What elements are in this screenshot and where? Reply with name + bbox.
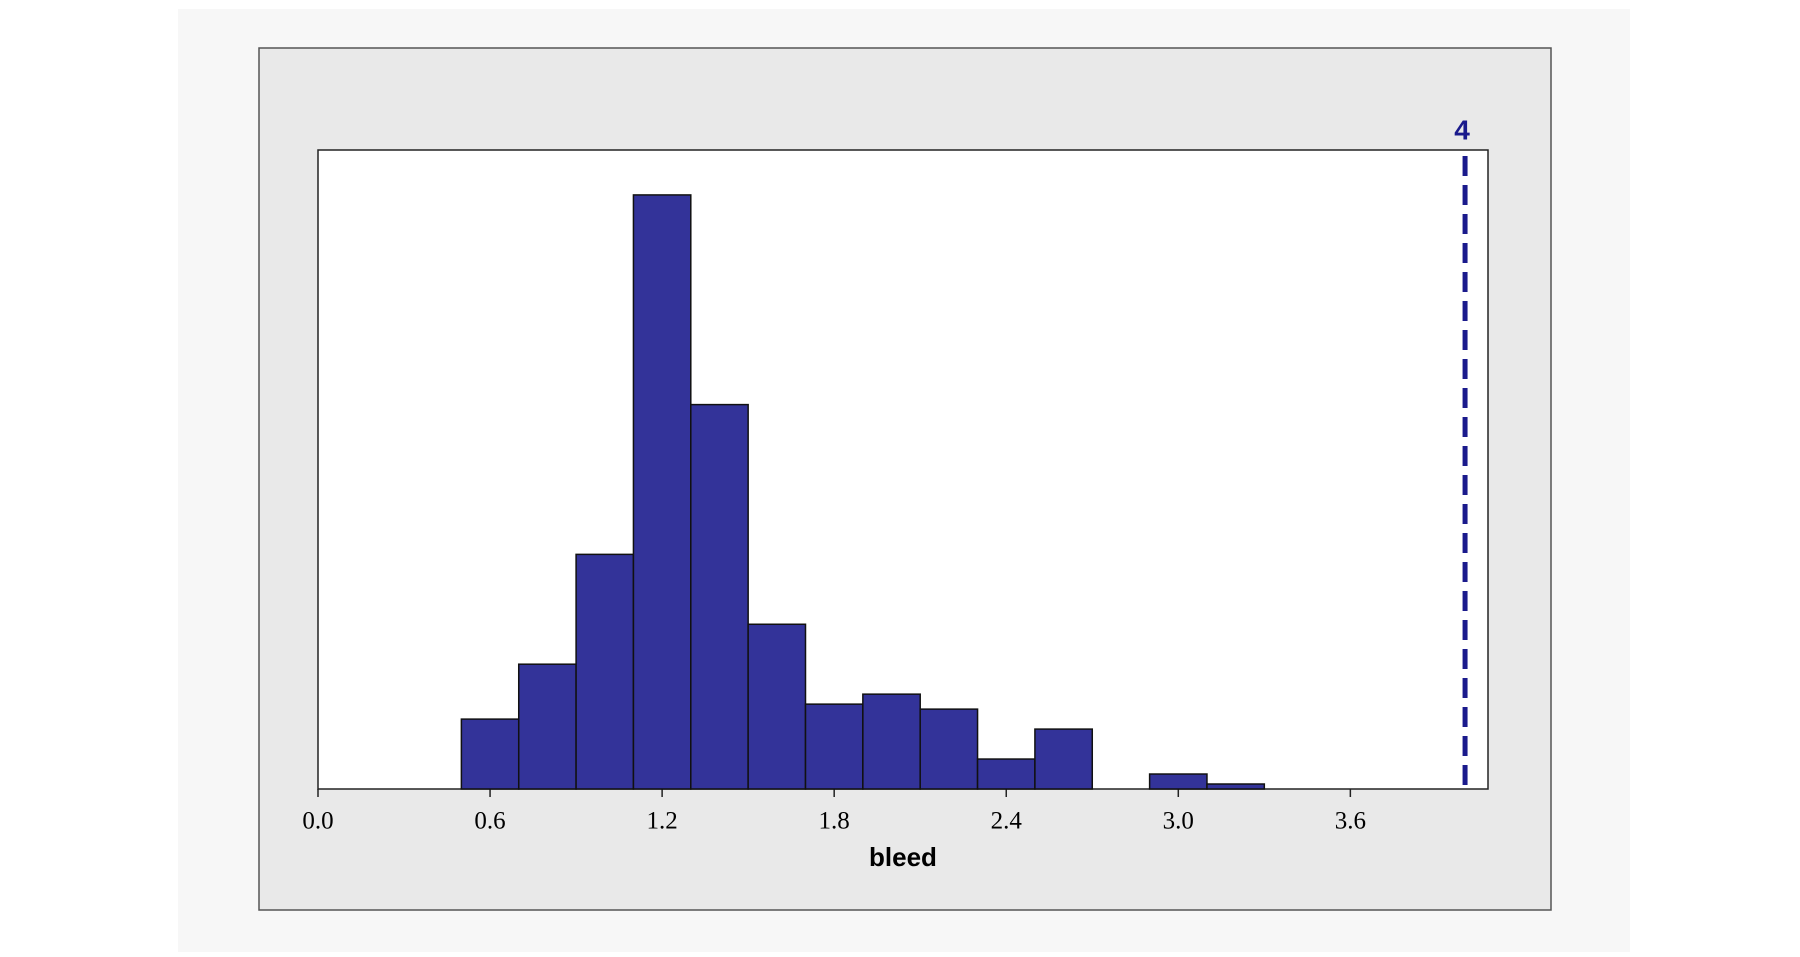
bar (976, 758, 1036, 790)
bar (1206, 783, 1266, 790)
plot-area (317, 149, 1489, 790)
x-tick-label: 2.4 (991, 808, 1023, 835)
x-tick-label: 1.2 (646, 808, 677, 835)
x-tick-label: 1.8 (819, 808, 850, 835)
x-tick-label: 3.6 (1335, 808, 1366, 835)
bar (575, 553, 635, 790)
x-tick-label: 0.0 (302, 808, 333, 835)
bar (1034, 728, 1094, 790)
bar (747, 623, 807, 790)
bar (517, 663, 577, 790)
bar (1148, 773, 1208, 790)
bar (690, 403, 749, 790)
x-tick-label: 0.6 (474, 808, 505, 835)
x-axis-label: bleed (869, 842, 937, 872)
reference-label: 4 (1454, 114, 1470, 145)
bar (632, 194, 692, 790)
bar (460, 718, 520, 790)
bar (862, 693, 921, 790)
bar (804, 703, 864, 790)
bar (919, 708, 979, 790)
x-tick-label: 3.0 (1163, 808, 1194, 835)
